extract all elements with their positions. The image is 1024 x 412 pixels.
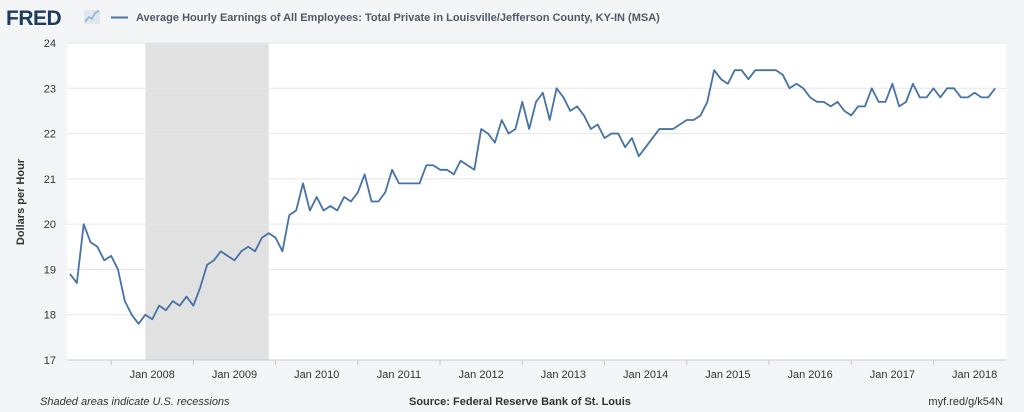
y-axis-label: Dollars per Hour: [15, 158, 27, 245]
y-tick-label: 20: [44, 219, 56, 231]
x-tick-labels: Jan 2008 Jan 2009 Jan 2010 Jan 2011 Jan 2012…: [130, 369, 998, 381]
x-tick-label: Jan 2012: [459, 369, 504, 381]
fred-logo-graph-icon: [84, 10, 100, 24]
gridlines: [67, 42, 1006, 316]
x-tick-label: Jan 2013: [541, 369, 586, 381]
fred-logo: FRED: [6, 7, 62, 30]
y-tick-label: 18: [44, 310, 56, 322]
series-layer: [69, 69, 996, 325]
x-tick-marks: [110, 360, 934, 365]
x-tick-label: Jan 2016: [787, 369, 832, 381]
y-tick-label: 17: [44, 355, 56, 367]
legend-label: Average Hourly Earnings of All Employees…: [136, 12, 660, 24]
recession-shade: [145, 43, 269, 360]
y-tick-label: 23: [44, 83, 56, 95]
y-tick-label: 22: [44, 129, 56, 141]
y-tick-label: 19: [44, 264, 56, 276]
series-line: [69, 69, 996, 325]
x-tick-label: Jan 2017: [870, 369, 915, 381]
footer: Shaded areas indicate U.S. recessions So…: [40, 396, 1003, 408]
y-tick-label: 24: [44, 38, 56, 50]
x-tick-label: Jan 2014: [623, 369, 668, 381]
short-url-link[interactable]: myf.red/g/k54N: [928, 396, 1003, 408]
header: FRED Average Hourly Earnings of All Empl…: [6, 7, 660, 30]
y-tick-label: 21: [44, 174, 56, 186]
x-tick-label: Jan 2011: [377, 369, 421, 381]
y-tick-labels: 17 18 19 20 21 22 23 24: [44, 38, 56, 367]
x-tick-label: Jan 2018: [952, 369, 997, 381]
source-text: Source: Federal Reserve Bank of St. Loui…: [409, 396, 631, 408]
recession-note: Shaded areas indicate U.S. recessions: [40, 396, 230, 408]
x-tick-label: Jan 2009: [212, 369, 257, 381]
recession-layer: [145, 43, 269, 360]
x-tick-label: Jan 2010: [294, 369, 339, 381]
x-tick-label: Jan 2008: [130, 369, 175, 381]
x-tick-label: Jan 2015: [705, 369, 750, 381]
